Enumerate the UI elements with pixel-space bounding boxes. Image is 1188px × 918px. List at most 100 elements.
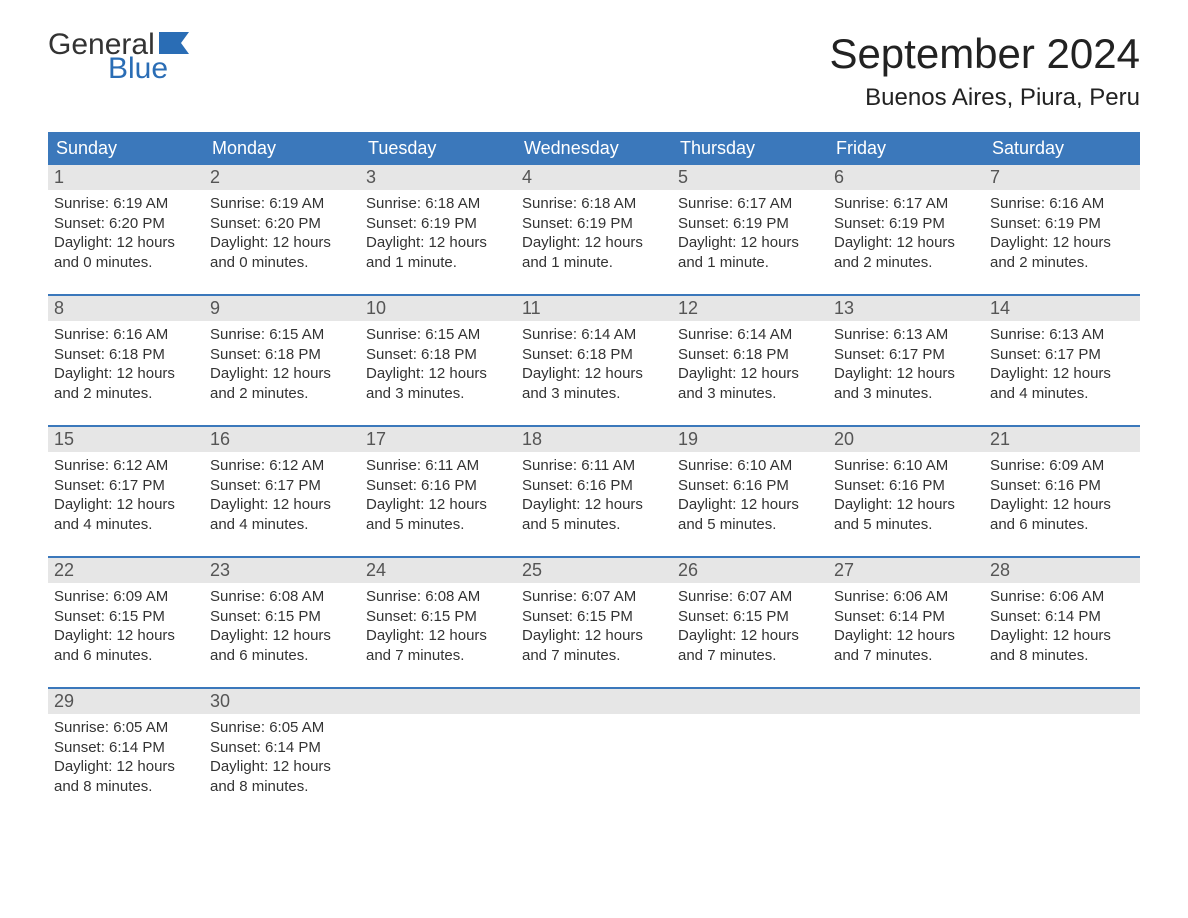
calendar-day: 8Sunrise: 6:16 AMSunset: 6:18 PMDaylight… <box>48 296 204 411</box>
day-number-empty <box>984 689 1140 714</box>
weekday-header: Sunday <box>48 132 204 165</box>
location-text: Buenos Aires, Piura, Peru <box>829 84 1140 112</box>
sunset-text: Sunset: 6:19 PM <box>678 214 822 234</box>
sunrise-text: Sunrise: 6:19 AM <box>54 194 198 214</box>
calendar-day: 21Sunrise: 6:09 AMSunset: 6:16 PMDayligh… <box>984 427 1140 542</box>
weekday-header: Thursday <box>672 132 828 165</box>
sunset-text: Sunset: 6:16 PM <box>990 476 1134 496</box>
day-info: Sunrise: 6:05 AMSunset: 6:14 PMDaylight:… <box>204 718 360 796</box>
calendar-day: 30Sunrise: 6:05 AMSunset: 6:14 PMDayligh… <box>204 689 360 804</box>
calendar-day: 5Sunrise: 6:17 AMSunset: 6:19 PMDaylight… <box>672 165 828 280</box>
calendar-day: 17Sunrise: 6:11 AMSunset: 6:16 PMDayligh… <box>360 427 516 542</box>
sunrise-text: Sunrise: 6:18 AM <box>366 194 510 214</box>
day-number: 5 <box>672 165 828 190</box>
daylight-text: and 1 minute. <box>366 253 510 273</box>
day-number: 26 <box>672 558 828 583</box>
calendar-day <box>672 689 828 804</box>
day-number: 10 <box>360 296 516 321</box>
sunrise-text: Sunrise: 6:05 AM <box>54 718 198 738</box>
sunrise-text: Sunrise: 6:11 AM <box>366 456 510 476</box>
sunset-text: Sunset: 6:18 PM <box>366 345 510 365</box>
day-number: 9 <box>204 296 360 321</box>
calendar-day: 1Sunrise: 6:19 AMSunset: 6:20 PMDaylight… <box>48 165 204 280</box>
sunset-text: Sunset: 6:15 PM <box>678 607 822 627</box>
daylight-text: and 2 minutes. <box>54 384 198 404</box>
daylight-text: Daylight: 12 hours <box>678 233 822 253</box>
weekday-header: Tuesday <box>360 132 516 165</box>
sunset-text: Sunset: 6:18 PM <box>522 345 666 365</box>
day-info: Sunrise: 6:12 AMSunset: 6:17 PMDaylight:… <box>48 456 204 534</box>
day-info: Sunrise: 6:14 AMSunset: 6:18 PMDaylight:… <box>672 325 828 403</box>
daylight-text: and 3 minutes. <box>366 384 510 404</box>
sunset-text: Sunset: 6:19 PM <box>522 214 666 234</box>
daylight-text: Daylight: 12 hours <box>990 364 1134 384</box>
sunrise-text: Sunrise: 6:09 AM <box>54 587 198 607</box>
day-info: Sunrise: 6:06 AMSunset: 6:14 PMDaylight:… <box>828 587 984 665</box>
daylight-text: and 1 minute. <box>522 253 666 273</box>
sunrise-text: Sunrise: 6:13 AM <box>990 325 1134 345</box>
day-info: Sunrise: 6:15 AMSunset: 6:18 PMDaylight:… <box>360 325 516 403</box>
calendar-day: 4Sunrise: 6:18 AMSunset: 6:19 PMDaylight… <box>516 165 672 280</box>
sunrise-text: Sunrise: 6:05 AM <box>210 718 354 738</box>
sunset-text: Sunset: 6:19 PM <box>366 214 510 234</box>
daylight-text: and 2 minutes. <box>834 253 978 273</box>
sunrise-text: Sunrise: 6:07 AM <box>522 587 666 607</box>
daylight-text: Daylight: 12 hours <box>522 364 666 384</box>
sunset-text: Sunset: 6:16 PM <box>522 476 666 496</box>
day-number: 22 <box>48 558 204 583</box>
day-info: Sunrise: 6:06 AMSunset: 6:14 PMDaylight:… <box>984 587 1140 665</box>
daylight-text: Daylight: 12 hours <box>210 364 354 384</box>
daylight-text: and 5 minutes. <box>678 515 822 535</box>
day-info: Sunrise: 6:08 AMSunset: 6:15 PMDaylight:… <box>204 587 360 665</box>
day-number: 1 <box>48 165 204 190</box>
calendar-day <box>828 689 984 804</box>
day-info: Sunrise: 6:05 AMSunset: 6:14 PMDaylight:… <box>48 718 204 796</box>
daylight-text: Daylight: 12 hours <box>54 626 198 646</box>
daylight-text: and 4 minutes. <box>210 515 354 535</box>
daylight-text: Daylight: 12 hours <box>210 757 354 777</box>
sunset-text: Sunset: 6:15 PM <box>54 607 198 627</box>
sunrise-text: Sunrise: 6:11 AM <box>522 456 666 476</box>
sunset-text: Sunset: 6:15 PM <box>522 607 666 627</box>
day-info: Sunrise: 6:11 AMSunset: 6:16 PMDaylight:… <box>516 456 672 534</box>
sunrise-text: Sunrise: 6:19 AM <box>210 194 354 214</box>
sunset-text: Sunset: 6:14 PM <box>990 607 1134 627</box>
daylight-text: and 8 minutes. <box>54 777 198 797</box>
sunset-text: Sunset: 6:16 PM <box>366 476 510 496</box>
day-info: Sunrise: 6:18 AMSunset: 6:19 PMDaylight:… <box>360 194 516 272</box>
sunset-text: Sunset: 6:14 PM <box>54 738 198 758</box>
daylight-text: Daylight: 12 hours <box>522 495 666 515</box>
daylight-text: Daylight: 12 hours <box>366 233 510 253</box>
day-number: 17 <box>360 427 516 452</box>
day-number: 16 <box>204 427 360 452</box>
calendar: Sunday Monday Tuesday Wednesday Thursday… <box>48 132 1140 804</box>
daylight-text: and 4 minutes. <box>990 384 1134 404</box>
day-info: Sunrise: 6:18 AMSunset: 6:19 PMDaylight:… <box>516 194 672 272</box>
daylight-text: and 4 minutes. <box>54 515 198 535</box>
calendar-day: 29Sunrise: 6:05 AMSunset: 6:14 PMDayligh… <box>48 689 204 804</box>
sunset-text: Sunset: 6:18 PM <box>54 345 198 365</box>
day-info: Sunrise: 6:07 AMSunset: 6:15 PMDaylight:… <box>672 587 828 665</box>
sunset-text: Sunset: 6:20 PM <box>54 214 198 234</box>
day-number: 3 <box>360 165 516 190</box>
calendar-day: 18Sunrise: 6:11 AMSunset: 6:16 PMDayligh… <box>516 427 672 542</box>
sunrise-text: Sunrise: 6:16 AM <box>990 194 1134 214</box>
calendar-day: 13Sunrise: 6:13 AMSunset: 6:17 PMDayligh… <box>828 296 984 411</box>
weekday-header-row: Sunday Monday Tuesday Wednesday Thursday… <box>48 132 1140 165</box>
calendar-day: 24Sunrise: 6:08 AMSunset: 6:15 PMDayligh… <box>360 558 516 673</box>
day-info: Sunrise: 6:15 AMSunset: 6:18 PMDaylight:… <box>204 325 360 403</box>
daylight-text: Daylight: 12 hours <box>54 757 198 777</box>
day-number: 12 <box>672 296 828 321</box>
daylight-text: Daylight: 12 hours <box>678 626 822 646</box>
day-number: 14 <box>984 296 1140 321</box>
sunset-text: Sunset: 6:18 PM <box>678 345 822 365</box>
calendar-week: 15Sunrise: 6:12 AMSunset: 6:17 PMDayligh… <box>48 425 1140 542</box>
calendar-day <box>984 689 1140 804</box>
day-number-empty <box>672 689 828 714</box>
weekday-header: Wednesday <box>516 132 672 165</box>
sunrise-text: Sunrise: 6:12 AM <box>54 456 198 476</box>
daylight-text: and 2 minutes. <box>990 253 1134 273</box>
page-header: General Blue September 2024 Buenos Aires… <box>0 0 1188 122</box>
calendar-day: 7Sunrise: 6:16 AMSunset: 6:19 PMDaylight… <box>984 165 1140 280</box>
day-info: Sunrise: 6:10 AMSunset: 6:16 PMDaylight:… <box>828 456 984 534</box>
